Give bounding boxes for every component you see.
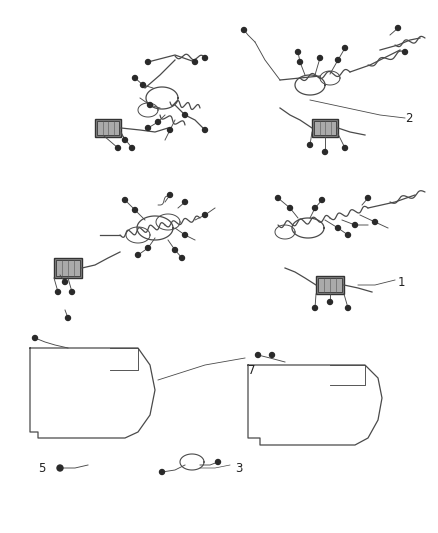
Circle shape	[336, 225, 340, 230]
Circle shape	[346, 305, 350, 311]
Circle shape	[365, 196, 371, 200]
Circle shape	[32, 335, 38, 341]
Circle shape	[123, 138, 127, 142]
Circle shape	[148, 102, 152, 108]
Text: 7: 7	[248, 364, 255, 376]
Circle shape	[312, 206, 318, 211]
Circle shape	[57, 465, 63, 471]
Circle shape	[130, 146, 134, 150]
Circle shape	[133, 207, 138, 213]
Circle shape	[183, 199, 187, 205]
Circle shape	[241, 28, 247, 33]
Circle shape	[269, 352, 275, 358]
Circle shape	[145, 60, 151, 64]
Circle shape	[372, 220, 378, 224]
Circle shape	[307, 142, 312, 148]
Circle shape	[296, 50, 300, 54]
Circle shape	[343, 45, 347, 51]
Circle shape	[343, 146, 347, 150]
Circle shape	[66, 316, 71, 320]
Circle shape	[396, 26, 400, 30]
Circle shape	[145, 246, 151, 251]
Circle shape	[183, 112, 187, 117]
Bar	[97, 121, 119, 135]
Circle shape	[141, 83, 145, 87]
Circle shape	[167, 192, 173, 198]
Circle shape	[202, 213, 208, 217]
Bar	[314, 121, 336, 135]
Circle shape	[133, 76, 138, 80]
Circle shape	[123, 198, 127, 203]
Circle shape	[183, 232, 187, 238]
Circle shape	[173, 247, 177, 253]
Circle shape	[159, 470, 165, 474]
Circle shape	[297, 60, 303, 64]
Bar	[56, 260, 80, 276]
Text: 3: 3	[235, 462, 242, 474]
Circle shape	[63, 279, 67, 285]
Circle shape	[215, 459, 220, 464]
Circle shape	[276, 196, 280, 200]
Text: 5: 5	[38, 462, 46, 474]
Bar	[95, 119, 121, 137]
Circle shape	[353, 222, 357, 228]
Text: 1: 1	[398, 276, 406, 288]
Circle shape	[56, 289, 60, 295]
Circle shape	[135, 253, 141, 257]
Circle shape	[70, 289, 74, 295]
Bar	[316, 276, 344, 294]
Circle shape	[202, 127, 208, 133]
Circle shape	[116, 146, 120, 150]
Circle shape	[145, 125, 151, 131]
Circle shape	[155, 119, 160, 125]
Circle shape	[403, 50, 407, 54]
Circle shape	[192, 60, 198, 64]
Circle shape	[318, 55, 322, 61]
Circle shape	[180, 255, 184, 261]
Circle shape	[287, 206, 293, 211]
Circle shape	[255, 352, 261, 358]
Bar	[54, 258, 82, 278]
Circle shape	[167, 127, 173, 133]
Bar	[312, 119, 338, 137]
Circle shape	[202, 55, 208, 61]
Circle shape	[312, 305, 318, 311]
Text: 2: 2	[405, 111, 413, 125]
Circle shape	[319, 198, 325, 203]
Circle shape	[322, 149, 328, 155]
Circle shape	[328, 300, 332, 304]
Circle shape	[336, 58, 340, 62]
Circle shape	[346, 232, 350, 238]
Bar	[318, 278, 342, 292]
